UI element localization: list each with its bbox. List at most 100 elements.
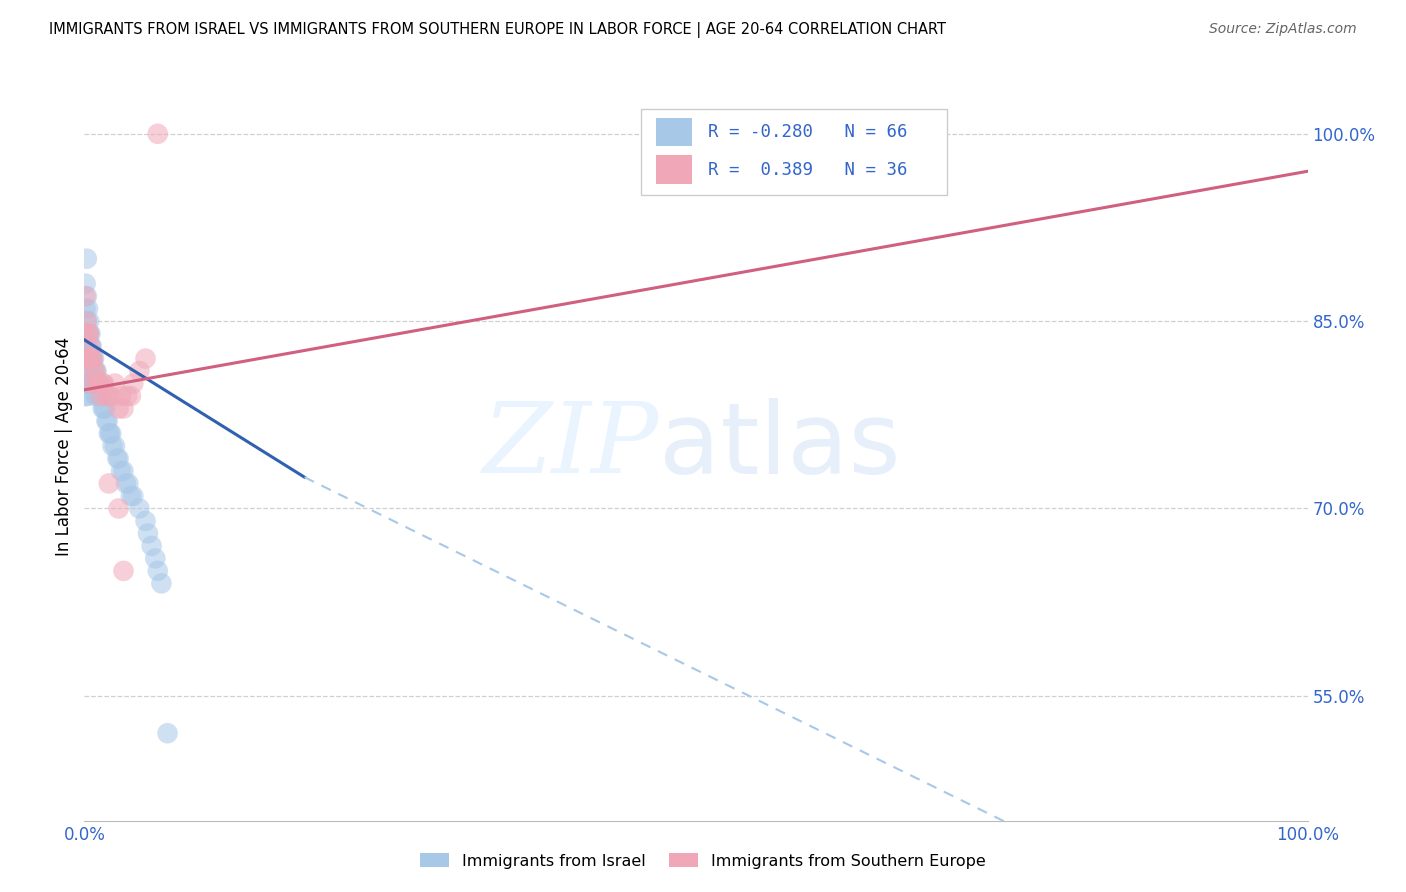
Point bbox=[76, 339, 98, 353]
Point bbox=[77, 351, 100, 366]
Point bbox=[77, 326, 100, 341]
FancyBboxPatch shape bbox=[655, 155, 692, 184]
Point bbox=[76, 389, 98, 403]
Point bbox=[90, 389, 112, 403]
FancyBboxPatch shape bbox=[655, 118, 692, 146]
Point bbox=[97, 389, 120, 403]
Point bbox=[100, 426, 122, 441]
Point bbox=[97, 414, 120, 428]
Point bbox=[146, 127, 169, 141]
Point bbox=[128, 364, 150, 378]
Point bbox=[82, 351, 104, 366]
Point bbox=[135, 351, 157, 366]
Point bbox=[101, 439, 124, 453]
Point bbox=[105, 451, 128, 466]
Point bbox=[93, 376, 115, 391]
Point bbox=[76, 351, 98, 366]
Point bbox=[77, 376, 100, 391]
Point bbox=[93, 401, 115, 416]
Point bbox=[112, 564, 135, 578]
Text: IMMIGRANTS FROM ISRAEL VS IMMIGRANTS FROM SOUTHERN EUROPE IN LABOR FORCE | AGE 2: IMMIGRANTS FROM ISRAEL VS IMMIGRANTS FRO… bbox=[49, 22, 946, 38]
Point bbox=[117, 476, 139, 491]
Point bbox=[75, 301, 97, 316]
Point bbox=[79, 364, 101, 378]
Point bbox=[79, 339, 101, 353]
Point bbox=[120, 489, 142, 503]
Point bbox=[76, 314, 98, 328]
Point bbox=[77, 339, 100, 353]
Point bbox=[83, 364, 105, 378]
Point bbox=[110, 389, 132, 403]
Point bbox=[84, 364, 107, 378]
Point bbox=[79, 376, 101, 391]
Point bbox=[115, 389, 138, 403]
Point bbox=[76, 351, 98, 366]
Point bbox=[89, 389, 111, 403]
Point bbox=[97, 476, 120, 491]
Point bbox=[97, 426, 120, 441]
Point bbox=[82, 351, 104, 366]
Point bbox=[104, 439, 127, 453]
Point bbox=[80, 351, 103, 366]
Point bbox=[143, 551, 166, 566]
Point bbox=[87, 376, 110, 391]
Point bbox=[80, 351, 103, 366]
Point bbox=[84, 364, 107, 378]
Point bbox=[107, 401, 129, 416]
Point bbox=[146, 564, 169, 578]
Point bbox=[80, 339, 103, 353]
Point bbox=[128, 501, 150, 516]
Point bbox=[82, 376, 104, 391]
Point bbox=[87, 376, 110, 391]
Point bbox=[75, 326, 97, 341]
Point bbox=[122, 489, 145, 503]
Point bbox=[107, 451, 129, 466]
Point bbox=[79, 339, 101, 353]
Point bbox=[112, 401, 135, 416]
FancyBboxPatch shape bbox=[641, 109, 946, 195]
Text: atlas: atlas bbox=[659, 398, 901, 494]
Point bbox=[91, 376, 114, 391]
Point bbox=[104, 376, 127, 391]
Point bbox=[83, 351, 105, 366]
Point bbox=[96, 414, 118, 428]
Point bbox=[75, 339, 97, 353]
Point bbox=[107, 501, 129, 516]
Point bbox=[122, 376, 145, 391]
Point bbox=[100, 389, 122, 403]
Point bbox=[79, 326, 101, 341]
Point bbox=[77, 326, 100, 341]
Point bbox=[84, 389, 107, 403]
Point bbox=[91, 401, 114, 416]
Point bbox=[98, 426, 121, 441]
Point bbox=[77, 376, 100, 391]
Point bbox=[77, 301, 100, 316]
Point bbox=[110, 464, 132, 478]
Point bbox=[136, 526, 159, 541]
Point bbox=[77, 326, 100, 341]
Y-axis label: In Labor Force | Age 20-64: In Labor Force | Age 20-64 bbox=[55, 336, 73, 556]
Point bbox=[76, 252, 98, 266]
Point bbox=[76, 289, 98, 303]
Point bbox=[77, 314, 100, 328]
Point bbox=[141, 539, 163, 553]
Point bbox=[96, 389, 118, 403]
Point bbox=[156, 726, 179, 740]
Point bbox=[135, 514, 157, 528]
Legend: Immigrants from Israel, Immigrants from Southern Europe: Immigrants from Israel, Immigrants from … bbox=[413, 847, 993, 875]
Text: ZIP: ZIP bbox=[484, 399, 659, 493]
Point bbox=[75, 389, 97, 403]
Point bbox=[75, 364, 97, 378]
Point bbox=[86, 376, 108, 391]
Point bbox=[83, 376, 105, 391]
Point bbox=[150, 576, 173, 591]
Point bbox=[79, 376, 101, 391]
Point bbox=[75, 326, 97, 341]
Text: Source: ZipAtlas.com: Source: ZipAtlas.com bbox=[1209, 22, 1357, 37]
Point bbox=[120, 389, 142, 403]
Point bbox=[89, 389, 111, 403]
Point bbox=[77, 351, 100, 366]
Text: R =  0.389   N = 36: R = 0.389 N = 36 bbox=[709, 161, 908, 178]
Point bbox=[75, 289, 97, 303]
Point bbox=[115, 476, 138, 491]
